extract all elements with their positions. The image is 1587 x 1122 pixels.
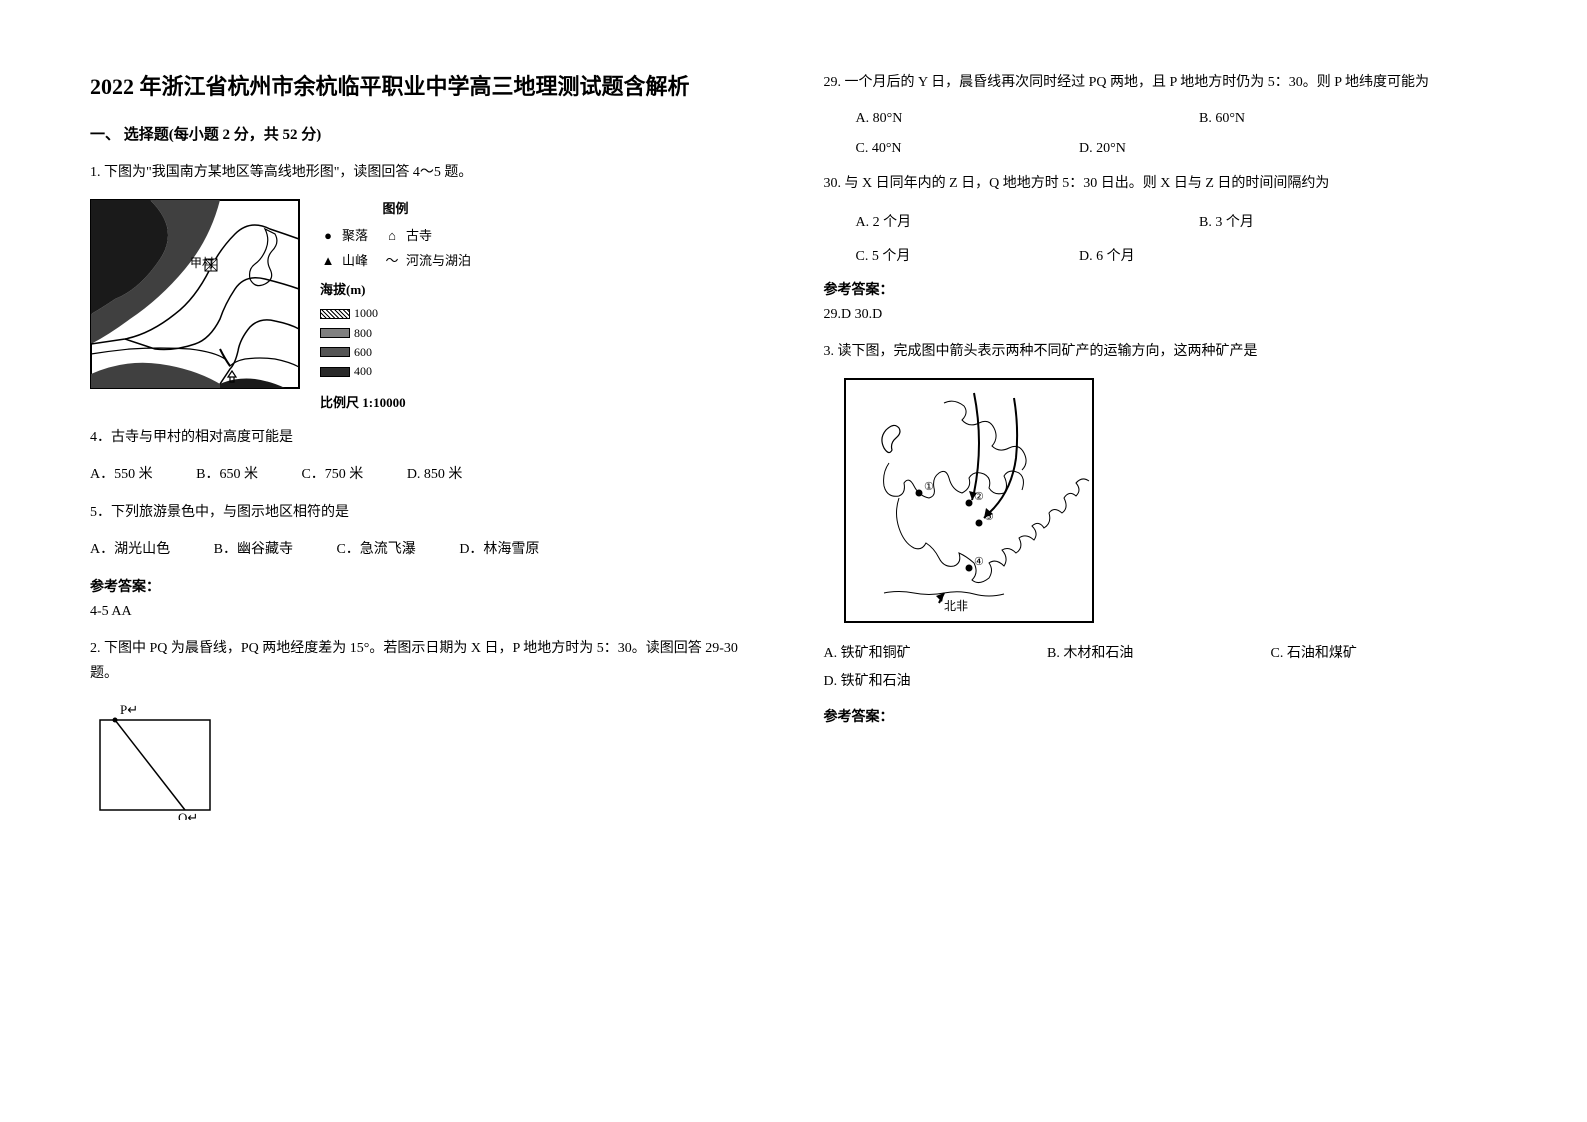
q3-figure: ① ② ③ ④ 北非 [824,378,1498,628]
q1-4-d: D. 850 米 [407,462,463,487]
q30-d: D. 6 个月 [1079,249,1135,264]
map-legend: 图例 ● 聚落 ⌂ 古寺 ▲ 山峰 ～ 河流与湖泊 海拔(m) 1000 800 [320,199,471,414]
q1-4-a: A．550 米 [90,462,153,487]
contour-map: 甲村 [90,199,300,389]
q29-c: C. 40°N [856,141,1076,157]
q29-text: 29. 一个月后的 Y 日，晨昏线再次同时经过 PQ 两地，且 P 地地方时仍为… [824,70,1498,97]
temple-label: 古寺 [406,226,432,247]
q2930-answer: 29.D 30.D [824,307,1498,323]
europe-map: ① ② ③ ④ 北非 [844,378,1094,623]
q29-opts-row1: A. 80°N B. 60°N [824,111,1498,127]
q3-answer-label: 参考答案： [824,706,1498,726]
q30-a: A. 2 个月 [856,211,1196,231]
peak-icon: ▲ [320,251,336,272]
elev-400: 400 [354,362,372,381]
q29-a: A. 80°N [856,111,1196,127]
q3-intro: 3. 读下图，完成图中箭头表示两种不同矿产的运输方向，这两种矿产是 [824,339,1498,364]
q1-5-a: A．湖光山色 [90,537,170,562]
q1-answer: 4-5 AA [90,604,764,620]
q30-text: 30. 与 X 日同年内的 Z 日，Q 地地方时 5：30 日出。则 X 日与 … [824,171,1498,198]
q2-intro: 2. 下图中 PQ 为晨昏线，PQ 两地经度差为 15°。若图示日期为 X 日，… [90,636,764,686]
elevation-scale: 1000 800 600 400 [320,304,471,381]
right-column: 29. 一个月后的 Y 日，晨昏线再次同时经过 PQ 两地，且 P 地地方时仍为… [794,70,1528,1052]
settlement-label: 聚落 [342,226,368,247]
node-2 [965,500,972,507]
elevation-label: 海拔(m) [320,280,471,301]
elev-800: 800 [354,324,372,343]
pq-diagram: P↵ Q↵ [90,700,764,825]
village-label: 甲村 [190,256,214,270]
q30-opts-row2: C. 5 个月 D. 6 个月 [824,245,1498,265]
exam-title: 2022 年浙江省杭州市余杭临平职业中学高三地理测试题含解析 [90,70,764,103]
node-4-label: ④ [974,556,984,568]
q1-4-c: C．750 米 [301,462,363,487]
q1-opts4: A．550 米 B．650 米 C．750 米 D. 850 米 [90,462,764,487]
q1-opts5: A．湖光山色 B．幽谷藏寺 C．急流飞瀑 D．林海雪原 [90,537,764,562]
q29-opts-row2: C. 40°N D. 20°N [824,141,1498,157]
legend-title: 图例 [320,199,471,220]
q30-c: C. 5 个月 [856,245,1076,265]
node-1 [915,490,922,497]
elev-1000: 1000 [354,304,378,323]
q1-4-b: B．650 米 [196,462,258,487]
q29-d: D. 20°N [1079,141,1126,156]
scale-label: 比例尺 1:10000 [320,393,471,414]
settlement-icon: ● [320,226,336,247]
q29-b: B. 60°N [1199,111,1245,126]
q30-b: B. 3 个月 [1199,215,1254,230]
q3-b: B. 木材和石油 [1047,640,1267,668]
node-4 [965,565,972,572]
river-icon: ～ [384,251,400,272]
q1-5-d: D．林海雪原 [459,537,539,562]
q3-options: A. 铁矿和铜矿 B. 木材和石油 C. 石油和煤矿 D. 铁矿和石油 [824,640,1498,696]
q1-5-b: B．幽谷藏寺 [214,537,293,562]
river-label: 河流与湖泊 [406,251,471,272]
q2930-answer-label: 参考答案： [824,279,1498,299]
q3-c: C. 石油和煤矿 [1271,646,1357,661]
node-3 [975,520,982,527]
north-africa-label: 北非 [944,599,968,613]
q1-sub4: 4．古寺与甲村的相对高度可能是 [90,426,764,450]
temple-icon: ⌂ [384,226,400,247]
q1-sub5: 5．下列旅游景色中，与图示地区相符的是 [90,501,764,525]
q-label: Q↵ [178,810,198,820]
q3-d: D. 铁矿和石油 [824,668,964,696]
q1-figure: 甲村 图例 ● 聚落 ⌂ 古寺 ▲ 山峰 ～ 河流与湖泊 [90,199,764,414]
p-label: P↵ [120,702,138,717]
q1-5-c: C．急流飞瀑 [336,537,415,562]
q3-a: A. 铁矿和铜矿 [824,640,1044,668]
peak-label: 山峰 [342,251,368,272]
node-1-label: ① [924,481,934,493]
q1-intro: 1. 下图为"我国南方某地区等高线地形图"，读图回答 4～5 题。 [90,160,764,185]
section-heading: 一、 选择题(每小题 2 分，共 52 分) [90,123,764,144]
q30-opts-row1: A. 2 个月 B. 3 个月 [824,211,1498,231]
elev-600: 600 [354,343,372,362]
q1-answer-label: 参考答案： [90,576,764,596]
left-column: 2022 年浙江省杭州市余杭临平职业中学高三地理测试题含解析 一、 选择题(每小… [60,70,794,1052]
